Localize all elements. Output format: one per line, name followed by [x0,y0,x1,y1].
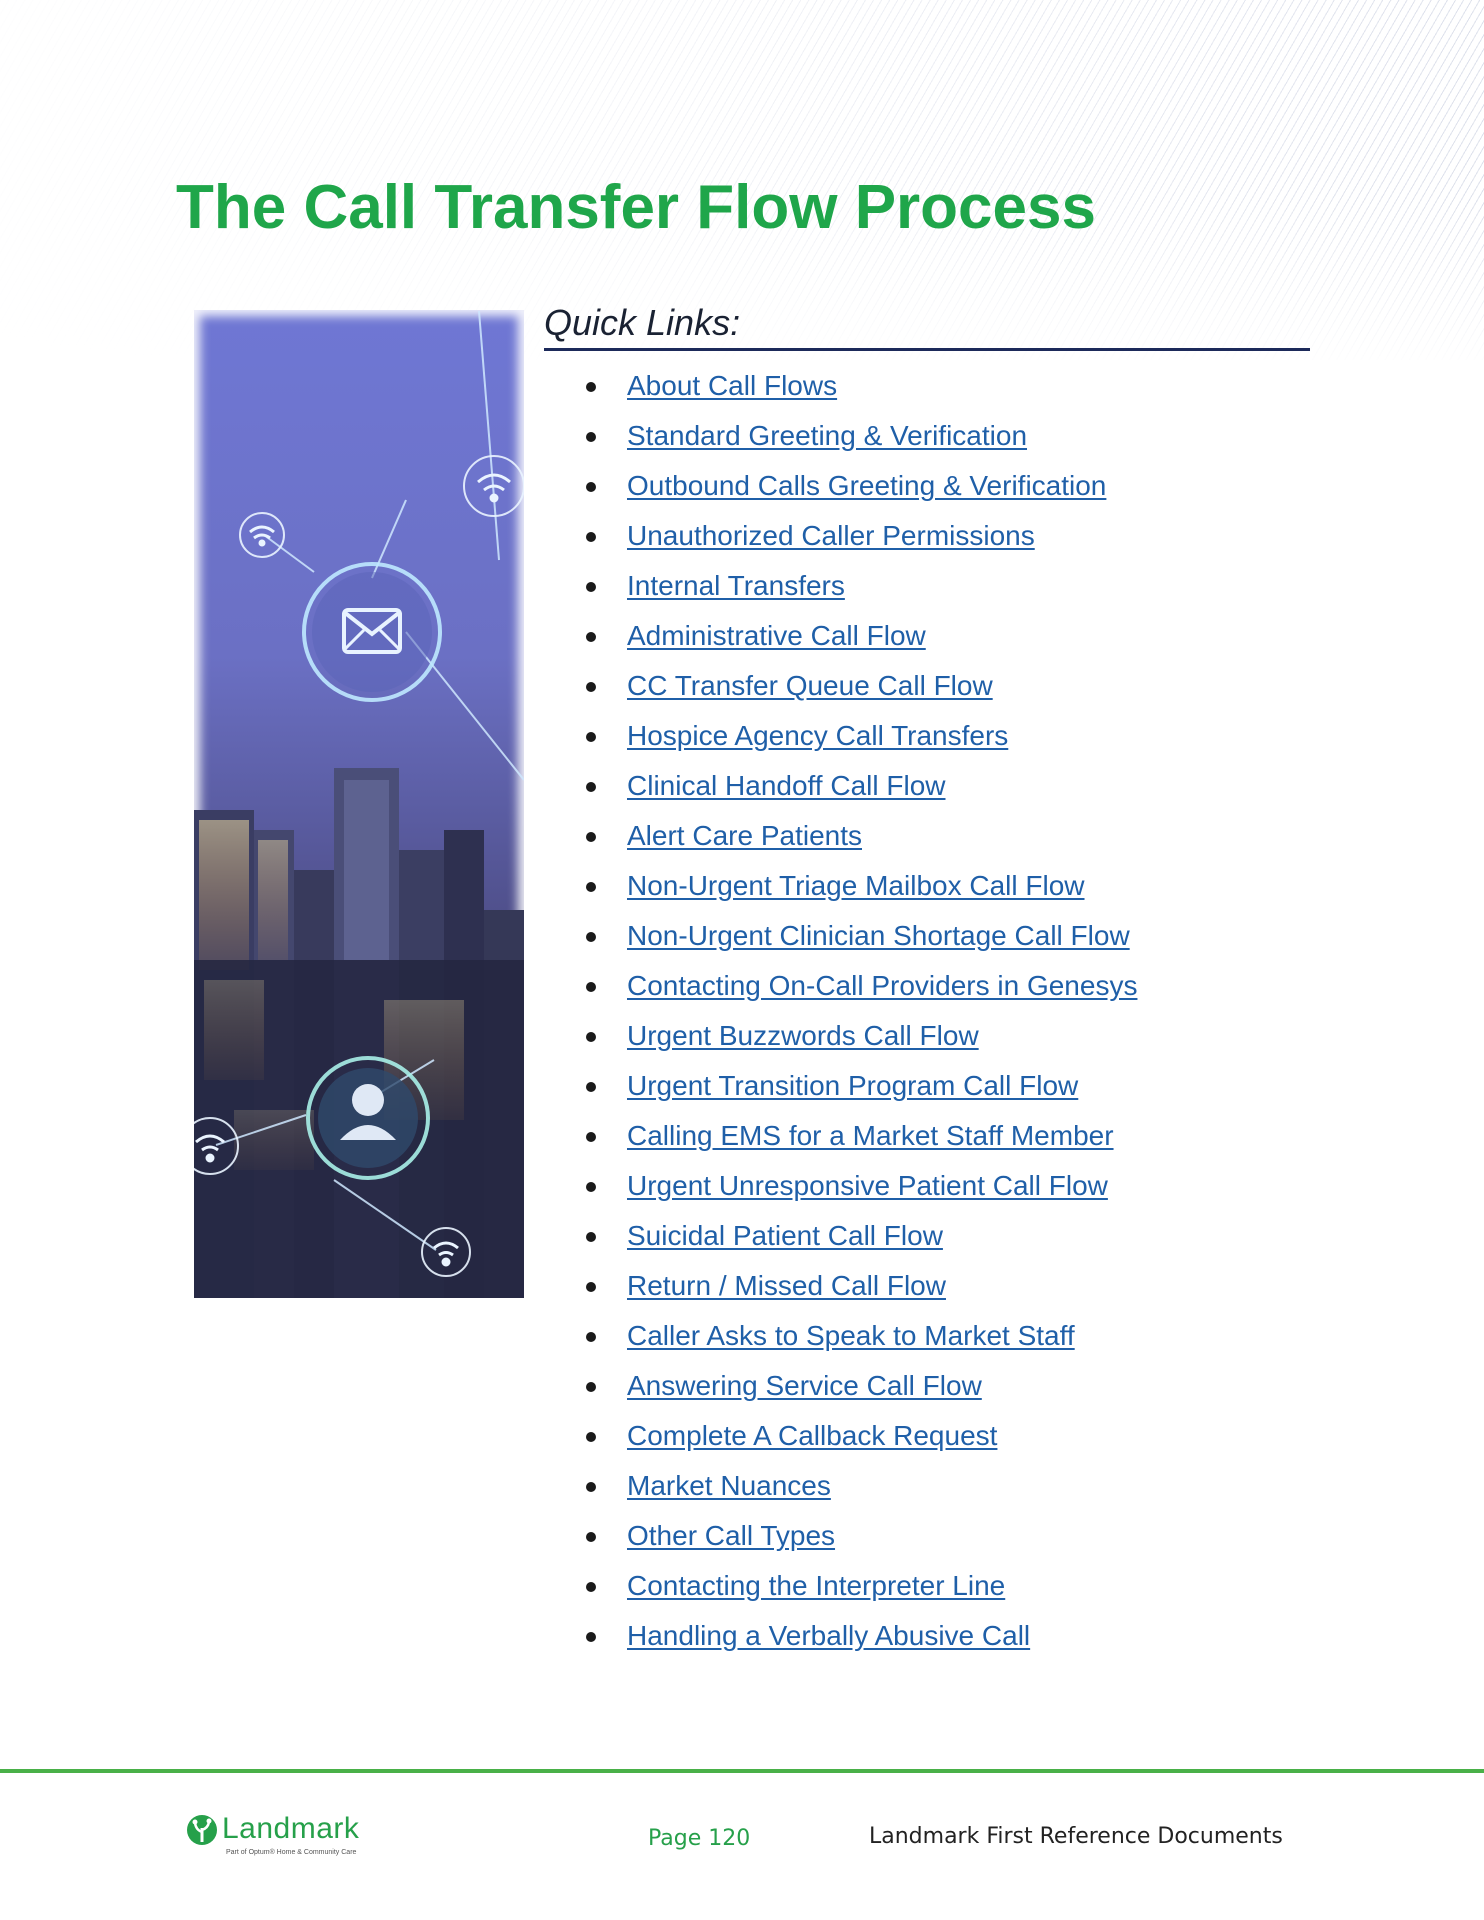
list-item: Contacting On-Call Providers in Genesys [586,961,1137,1011]
bullet [586,1082,596,1092]
page-title: The Call Transfer Flow Process [176,173,1096,242]
bullet [586,382,596,392]
link-non-urgent-clinician-shortage[interactable]: Non-Urgent Clinician Shortage Call Flow [627,920,1130,951]
list-item: Suicidal Patient Call Flow [586,1211,1137,1261]
bullet [586,632,596,642]
list-item: Complete A Callback Request [586,1411,1137,1461]
list-item: Unauthorized Caller Permissions [586,511,1137,561]
person-icon [306,1056,430,1180]
list-item: CC Transfer Queue Call Flow [586,661,1137,711]
list-item: Answering Service Call Flow [586,1361,1137,1411]
bullet [586,532,596,542]
bullet [586,682,596,692]
quick-links-rule [544,348,1310,351]
bullet [586,1032,596,1042]
bullet [586,1582,596,1592]
link-answering-service[interactable]: Answering Service Call Flow [627,1370,982,1401]
list-item: Return / Missed Call Flow [586,1261,1137,1311]
link-suicidal-patient[interactable]: Suicidal Patient Call Flow [627,1220,943,1251]
link-interpreter-line[interactable]: Contacting the Interpreter Line [627,1570,1006,1601]
bullet [586,1332,596,1342]
bullet [586,432,596,442]
link-calling-ems[interactable]: Calling EMS for a Market Staff Member [627,1120,1114,1151]
bullet [586,1282,596,1292]
link-urgent-transition-program[interactable]: Urgent Transition Program Call Flow [627,1070,1079,1101]
landmark-logo: Landmark Part of Optum® Home & Community… [186,1812,416,1860]
link-outbound-calls-greeting[interactable]: Outbound Calls Greeting & Verification [627,470,1107,501]
city-buildings [194,768,524,1298]
link-complete-callback-request[interactable]: Complete A Callback Request [627,1420,998,1451]
bullet [586,832,596,842]
bullet [586,1482,596,1492]
city-network-image [194,310,524,1298]
bullet [586,1382,596,1392]
list-item: Outbound Calls Greeting & Verification [586,461,1137,511]
link-clinical-handoff[interactable]: Clinical Handoff Call Flow [627,770,946,801]
list-item: About Call Flows [586,361,1137,411]
list-item: Clinical Handoff Call Flow [586,761,1137,811]
bullet [586,932,596,942]
bullet [586,1432,596,1442]
bullet [586,1532,596,1542]
link-cc-transfer-queue[interactable]: CC Transfer Queue Call Flow [627,670,993,701]
page-number: Page 120 [648,1826,751,1851]
list-item: Urgent Buzzwords Call Flow [586,1011,1137,1061]
quick-links-heading: Quick Links: [544,302,741,343]
link-market-nuances[interactable]: Market Nuances [627,1470,831,1501]
link-standard-greeting[interactable]: Standard Greeting & Verification [627,420,1028,451]
list-item: Urgent Unresponsive Patient Call Flow [586,1161,1137,1211]
bullet [586,582,596,592]
bullet [586,732,596,742]
city-network-illustration [194,310,524,1298]
link-about-call-flows[interactable]: About Call Flows [627,370,838,401]
list-item: Alert Care Patients [586,811,1137,861]
link-internal-transfers[interactable]: Internal Transfers [627,570,845,601]
bullet [586,782,596,792]
list-item: Non-Urgent Triage Mailbox Call Flow [586,861,1137,911]
list-item: Urgent Transition Program Call Flow [586,1061,1137,1111]
bullet [586,1182,596,1192]
link-hospice-agency[interactable]: Hospice Agency Call Transfers [627,720,1009,751]
link-caller-asks-market-staff[interactable]: Caller Asks to Speak to Market Staff [627,1320,1075,1351]
link-alert-care-patients[interactable]: Alert Care Patients [627,820,862,851]
link-return-missed-call[interactable]: Return / Missed Call Flow [627,1270,946,1301]
quick-links-list: About Call Flows Standard Greeting & Ver… [586,361,1137,1661]
list-item: Internal Transfers [586,561,1137,611]
document-name: Landmark First Reference Documents [869,1824,1283,1849]
list-item: Other Call Types [586,1511,1137,1561]
wifi-icon [194,455,524,1277]
list-item: Calling EMS for a Market Staff Member [586,1111,1137,1161]
link-urgent-buzzwords[interactable]: Urgent Buzzwords Call Flow [627,1020,979,1051]
bullet [586,982,596,992]
bullet [586,1632,596,1642]
list-item: Non-Urgent Clinician Shortage Call Flow [586,911,1137,961]
link-contacting-on-call-providers[interactable]: Contacting On-Call Providers in Genesys [627,970,1138,1001]
bullet [586,1132,596,1142]
bullet [586,482,596,492]
bullet [586,882,596,892]
bullet [586,1232,596,1242]
link-urgent-unresponsive-patient[interactable]: Urgent Unresponsive Patient Call Flow [627,1170,1108,1201]
list-item: Handling a Verbally Abusive Call [586,1611,1137,1661]
footer-rule [0,1769,1484,1773]
link-administrative-call-flow[interactable]: Administrative Call Flow [627,620,926,651]
link-unauthorized-caller[interactable]: Unauthorized Caller Permissions [627,520,1035,551]
link-other-call-types[interactable]: Other Call Types [627,1520,836,1551]
list-item: Market Nuances [586,1461,1137,1511]
list-item: Caller Asks to Speak to Market Staff [586,1311,1137,1361]
logo-tagline: Part of Optum® Home & Community Care [226,1849,357,1856]
list-item: Contacting the Interpreter Line [586,1561,1137,1611]
logo-name: Landmark [222,1812,360,1845]
list-item: Administrative Call Flow [586,611,1137,661]
tree-logo-icon [187,1815,217,1845]
link-non-urgent-triage-mailbox[interactable]: Non-Urgent Triage Mailbox Call Flow [627,870,1085,901]
envelope-icon [302,562,442,702]
list-item: Hospice Agency Call Transfers [586,711,1137,761]
link-verbally-abusive-call[interactable]: Handling a Verbally Abusive Call [627,1620,1031,1651]
list-item: Standard Greeting & Verification [586,411,1137,461]
